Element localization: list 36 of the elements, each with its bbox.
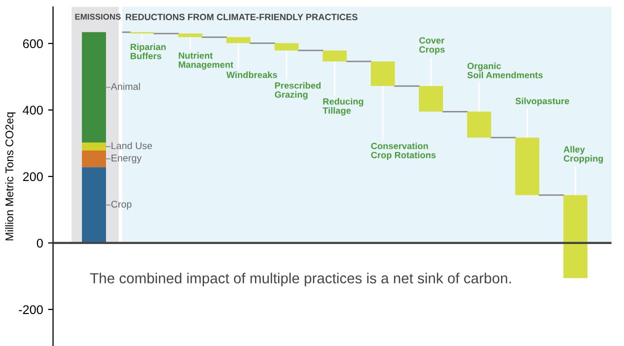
x-tick-label: Windbreaks — [226, 71, 278, 78]
x-tick-label: Cover Crops — [419, 37, 445, 54]
x-tick-label: Organic Soil Amendments — [467, 62, 543, 78]
series-label: Animal — [110, 82, 140, 90]
bar — [82, 167, 106, 243]
bar — [467, 112, 492, 138]
x-tick-label: Silvopasture — [515, 98, 570, 106]
x-tick-label: Prescribed Grazing — [274, 82, 321, 100]
bar — [82, 32, 106, 143]
y-tick-label: 600 — [23, 39, 43, 48]
bar — [418, 86, 444, 112]
series-label: Land Use — [112, 142, 152, 150]
bar — [563, 195, 588, 278]
series-label: Crop — [111, 200, 132, 210]
y-tick-label: 400 — [22, 106, 43, 115]
band-label: REDUCTIONS FROM CLIMATE-FRIENDLY PRACTICES — [126, 14, 358, 20]
x-tick-label: Alley Cropping — [564, 146, 603, 164]
bar — [226, 37, 250, 44]
series-label: Energy — [112, 154, 142, 164]
x-tick-label: Nutrient Management — [178, 52, 234, 70]
bar — [322, 50, 347, 62]
bar — [370, 61, 395, 86]
y-tick-label: -200 — [18, 305, 43, 314]
x-tick-label: EMISSIONS — [75, 14, 121, 20]
bar — [274, 43, 299, 50]
x-tick-label: Conservation Crop Rotations — [371, 142, 436, 160]
y-tick-label: 0 — [36, 238, 43, 248]
annotation: The combined impact of multiple practices is a net sink of carbon. — [90, 272, 511, 286]
y-axis-title: Million Metric Tons CO2eq — [5, 112, 16, 240]
bar — [515, 138, 540, 196]
x-tick-label: Reducing Tillage — [322, 98, 364, 116]
x-tick-label: Riparian Buffers — [130, 43, 166, 60]
bar — [82, 150, 106, 168]
bar — [82, 142, 106, 151]
y-tick-label: 200 — [23, 172, 43, 182]
bar — [178, 34, 202, 38]
